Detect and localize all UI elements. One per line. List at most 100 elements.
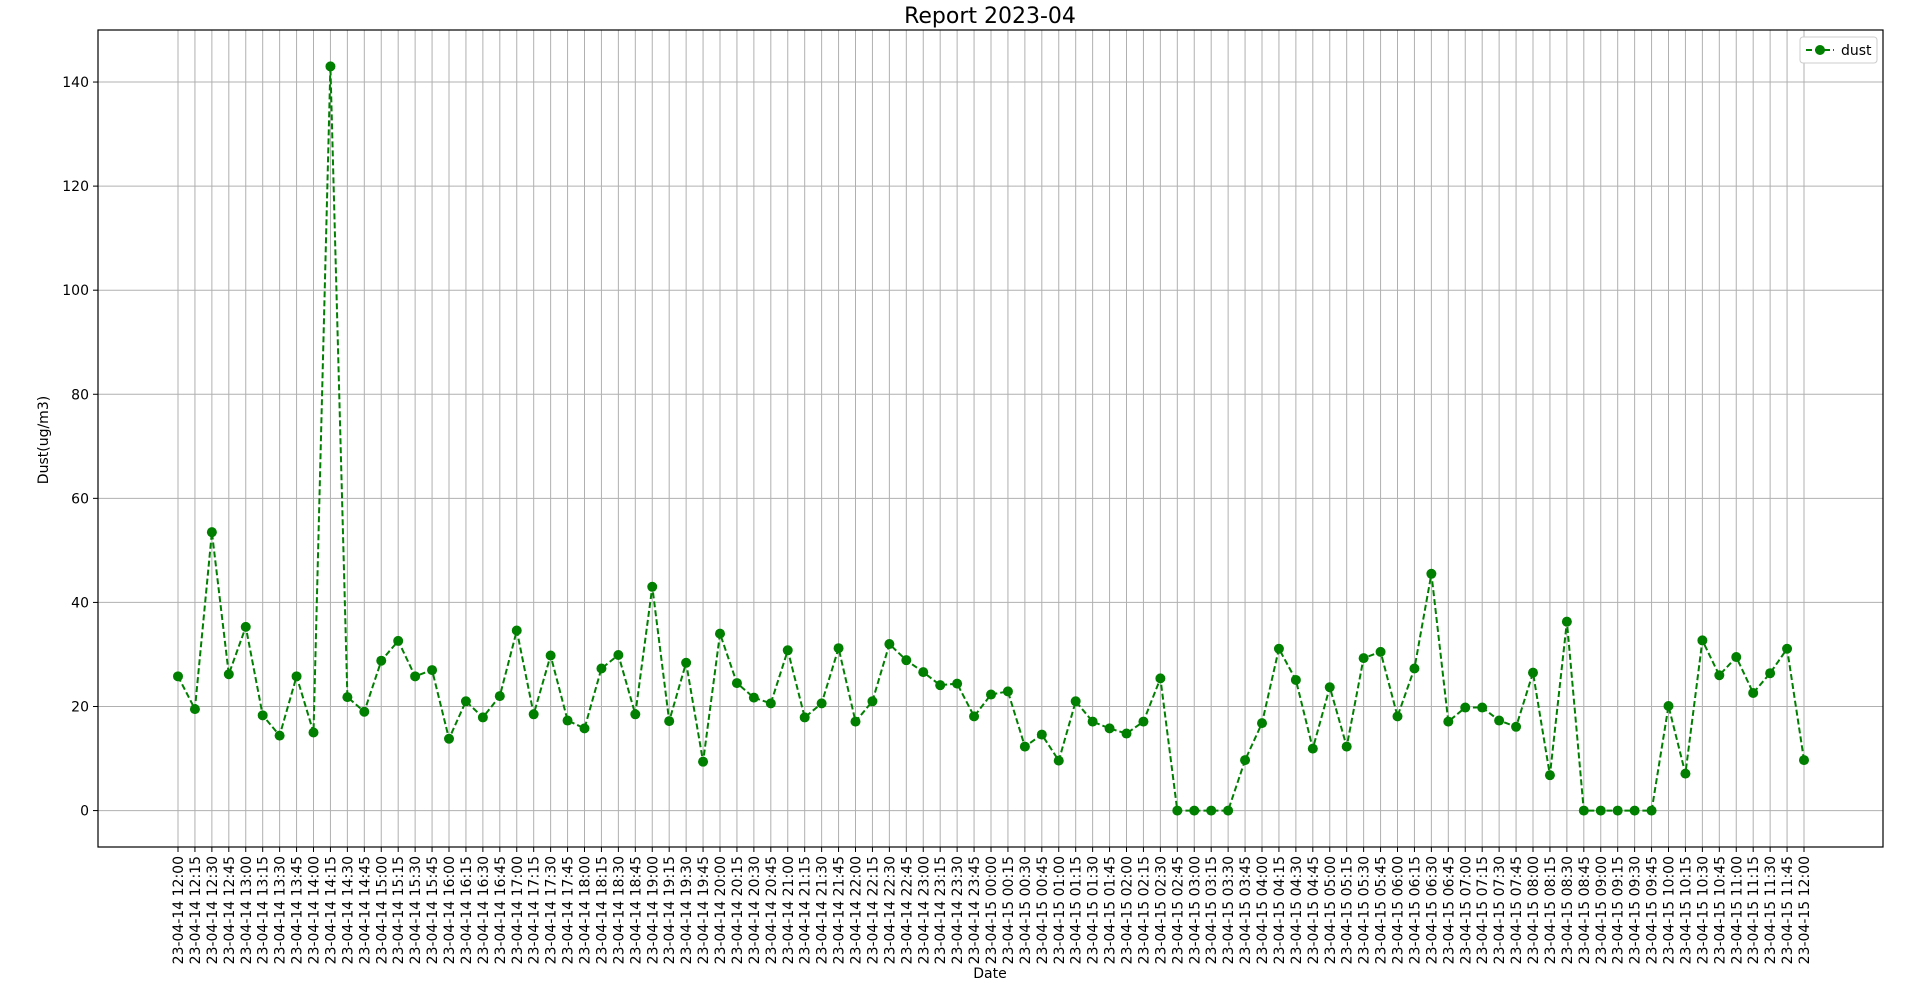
x-tick-label: 23-04-15 08:45 bbox=[1577, 856, 1593, 964]
x-tick-label: 23-04-14 16:30 bbox=[476, 856, 492, 964]
x-tick-label: 23-04-14 13:45 bbox=[290, 856, 306, 964]
data-point bbox=[1612, 805, 1623, 816]
x-tick-label: 23-04-14 13:15 bbox=[256, 856, 272, 964]
x-tick-label: 23-04-14 23:30 bbox=[950, 856, 966, 964]
data-point bbox=[1494, 715, 1505, 726]
data-point bbox=[647, 581, 658, 592]
data-point bbox=[867, 696, 878, 707]
x-tick-label: 23-04-15 10:30 bbox=[1695, 856, 1711, 964]
data-point bbox=[1392, 711, 1403, 722]
data-point bbox=[189, 704, 200, 715]
data-point bbox=[291, 671, 302, 682]
x-tick-label: 23-04-14 16:45 bbox=[493, 856, 509, 964]
data-point bbox=[1714, 670, 1725, 681]
x-tick-label: 23-04-15 08:15 bbox=[1543, 856, 1559, 964]
data-point bbox=[850, 716, 861, 727]
data-point bbox=[986, 689, 996, 700]
x-tick-label: 23-04-15 11:00 bbox=[1729, 856, 1745, 964]
x-tick-label: 23-04-14 15:15 bbox=[391, 856, 407, 964]
legend: dust bbox=[1799, 36, 1878, 64]
x-tick-label: 23-04-15 11:30 bbox=[1763, 856, 1779, 964]
data-point bbox=[274, 730, 285, 741]
data-point bbox=[1748, 687, 1759, 698]
data-point bbox=[1104, 723, 1115, 734]
x-tick-label: 23-04-15 01:45 bbox=[1103, 856, 1119, 964]
x-tick-label: 23-04-15 05:45 bbox=[1374, 856, 1390, 964]
x-tick-label: 23-04-14 14:00 bbox=[307, 856, 323, 964]
x-tick-label: 23-04-14 15:00 bbox=[374, 856, 390, 964]
x-tick-label: 23-04-15 06:30 bbox=[1424, 856, 1440, 964]
data-point bbox=[1053, 755, 1064, 766]
data-point bbox=[257, 710, 268, 721]
x-tick-label: 23-04-15 05:15 bbox=[1340, 856, 1356, 964]
data-point bbox=[1036, 729, 1047, 740]
x-tick-label: 23-04-14 19:30 bbox=[679, 856, 695, 964]
data-point bbox=[427, 665, 438, 676]
data-point bbox=[1206, 805, 1217, 816]
x-tick-label: 23-04-15 00:45 bbox=[1035, 856, 1051, 964]
data-point bbox=[799, 712, 810, 723]
x-tick-label: 23-04-14 21:00 bbox=[781, 856, 797, 964]
x-tick-label: 23-04-15 10:15 bbox=[1678, 856, 1694, 964]
data-point bbox=[240, 621, 251, 632]
data-point bbox=[359, 706, 370, 717]
x-tick-label: 23-04-15 09:30 bbox=[1628, 856, 1644, 964]
x-tick-label: 23-04-14 17:30 bbox=[544, 856, 560, 964]
data-point bbox=[325, 61, 336, 72]
data-point bbox=[393, 635, 404, 646]
x-axis: 23-04-14 12:00 23-04-14 12:15 23-04-14 12:… bbox=[171, 847, 1813, 964]
legend-box bbox=[1799, 36, 1878, 64]
data-point bbox=[630, 709, 641, 720]
x-tick-label: 23-04-14 12:30 bbox=[205, 856, 221, 964]
data-point bbox=[1629, 805, 1640, 816]
x-tick-label: 23-04-14 14:30 bbox=[340, 856, 356, 964]
x-tick-label: 23-04-15 02:15 bbox=[1136, 856, 1152, 964]
data-point bbox=[376, 655, 387, 666]
data-point bbox=[1663, 700, 1674, 711]
data-point bbox=[1561, 616, 1572, 627]
data-point bbox=[1595, 805, 1606, 816]
x-tick-label: 23-04-15 00:30 bbox=[1018, 856, 1034, 964]
data-point bbox=[1223, 805, 1234, 816]
x-tick-label: 23-04-15 03:30 bbox=[1221, 856, 1237, 964]
data-point bbox=[545, 650, 556, 661]
series-dust bbox=[173, 61, 1809, 816]
data-point bbox=[1731, 652, 1742, 663]
x-tick-label: 23-04-14 15:45 bbox=[425, 856, 441, 964]
x-tick-label: 23-04-14 19:15 bbox=[662, 856, 678, 964]
x-tick-label: 23-04-14 18:15 bbox=[594, 856, 610, 964]
data-point bbox=[1528, 667, 1538, 678]
x-axis-label: Date bbox=[973, 966, 1006, 982]
data-point bbox=[342, 692, 353, 703]
data-point bbox=[1307, 743, 1318, 754]
y-tick-label: 20 bbox=[71, 699, 89, 715]
x-tick-label: 23-04-15 07:15 bbox=[1475, 856, 1491, 964]
x-tick-label: 23-04-15 09:45 bbox=[1645, 856, 1661, 964]
x-tick-label: 23-04-14 13:00 bbox=[239, 856, 255, 964]
x-tick-label: 23-04-15 04:45 bbox=[1306, 856, 1322, 964]
data-point bbox=[1257, 718, 1267, 729]
y-tick-label: 100 bbox=[62, 283, 89, 299]
data-point bbox=[1511, 721, 1522, 732]
x-tick-label: 23-04-15 07:00 bbox=[1458, 856, 1474, 964]
y-tick-label: 140 bbox=[62, 75, 89, 91]
x-tick-label: 23-04-14 18:45 bbox=[628, 856, 644, 964]
x-tick-label: 23-04-14 20:45 bbox=[764, 856, 780, 964]
x-tick-label: 23-04-15 07:45 bbox=[1509, 856, 1525, 964]
x-tick-label: 23-04-15 09:15 bbox=[1611, 856, 1627, 964]
x-tick-label: 23-04-15 01:00 bbox=[1052, 856, 1068, 964]
y-axis-label: Dust(ug/m3) bbox=[36, 396, 52, 484]
data-point bbox=[698, 756, 709, 767]
legend-label: dust bbox=[1841, 43, 1872, 59]
data-point bbox=[901, 655, 912, 666]
data-point bbox=[1172, 805, 1183, 816]
data-point bbox=[1646, 805, 1657, 816]
x-tick-label: 23-04-14 12:00 bbox=[171, 856, 187, 964]
data-point bbox=[460, 696, 471, 707]
y-tick-label: 60 bbox=[71, 491, 89, 507]
data-point bbox=[308, 727, 319, 738]
data-point bbox=[562, 715, 573, 726]
x-tick-label: 23-04-14 21:30 bbox=[815, 856, 831, 964]
x-tick-label: 23-04-15 01:30 bbox=[1086, 856, 1102, 964]
